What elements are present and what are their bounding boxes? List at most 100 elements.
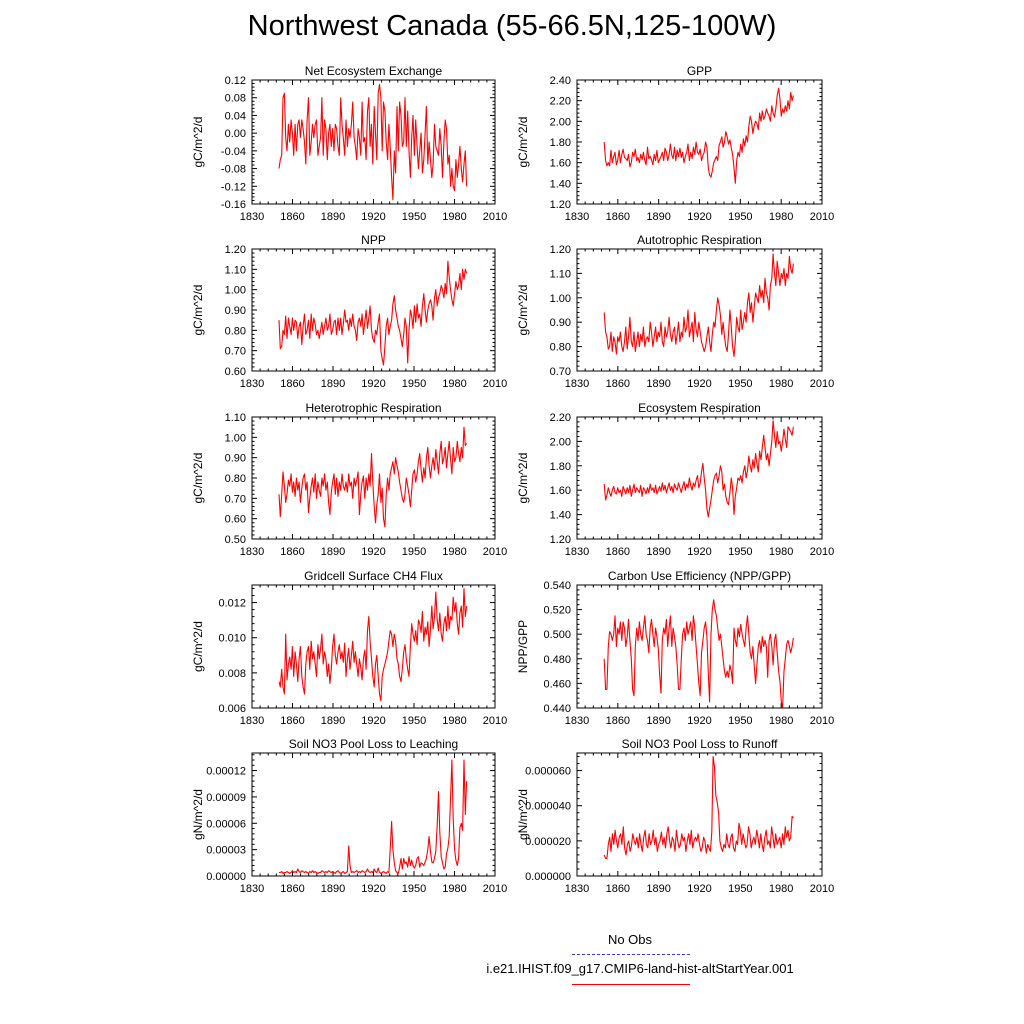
x-tick-label: 1950 — [728, 883, 752, 895]
y-tick-label: 1.00 — [225, 285, 246, 297]
y-tick-label: 0.000020 — [525, 836, 571, 848]
x-tick-label: 1830 — [565, 211, 589, 223]
panel-title: Net Ecosystem Exchange — [305, 64, 443, 78]
x-tick-label: 1890 — [646, 211, 670, 223]
series-line — [278, 83, 468, 201]
x-tick-label: 1920 — [687, 211, 711, 223]
x-tick-label: 1950 — [402, 211, 426, 223]
x-tick-label: 2010 — [483, 546, 507, 558]
x-tick-label: 1980 — [769, 715, 793, 727]
x-tick-label: 1890 — [646, 378, 670, 390]
y-tick-label: 1.10 — [550, 268, 571, 280]
series-line — [603, 253, 794, 357]
x-tick-label: 1920 — [687, 883, 711, 895]
x-tick-label: 1860 — [280, 715, 304, 727]
x-tick-label: 1920 — [361, 546, 385, 558]
y-tick-label: 0.00003 — [206, 845, 246, 857]
x-tick-label: 1950 — [728, 378, 752, 390]
x-tick-label: 1860 — [606, 715, 630, 727]
x-tick-label: 1890 — [321, 546, 345, 558]
y-tick-label: 0.500 — [543, 629, 571, 641]
y-tick-label: 0.80 — [225, 473, 246, 485]
legend-model-label: i.e21.IHIST.f09_g17.CMIP6-land-hist-altS… — [486, 961, 794, 976]
plot-frame — [251, 416, 496, 540]
y-tick-label: 1.00 — [550, 293, 571, 305]
y-tick-label: 0.80 — [225, 325, 246, 337]
y-tick-label: 0.04 — [225, 110, 246, 122]
y-tick-label: 0.08 — [225, 93, 246, 105]
y-tick-label: 1.60 — [550, 485, 571, 497]
y-tick-label: 0.520 — [543, 605, 571, 617]
y-tick-label: 1.20 — [550, 199, 571, 211]
y-tick-label: 1.20 — [225, 244, 246, 256]
y-tick-label: -0.08 — [221, 164, 246, 176]
page-title: Northwest Canada (55-66.5N,125-100W) — [247, 10, 777, 42]
x-tick-label: 1890 — [321, 715, 345, 727]
y-tick-label: 0.012 — [218, 598, 246, 610]
plot-frame — [251, 248, 496, 372]
y-tick-label: 1.10 — [225, 412, 246, 424]
series-line — [603, 87, 794, 184]
y-tick-label: 0.70 — [225, 493, 246, 505]
x-tick-label: 1950 — [728, 715, 752, 727]
y-tick-label: 1.00 — [225, 432, 246, 444]
y-tick-label: 1.40 — [550, 510, 571, 522]
y-tick-label: -0.04 — [221, 146, 246, 158]
y-tick-label: 2.20 — [550, 412, 571, 424]
y-tick-label: 0.60 — [225, 366, 246, 378]
legend-obs-label: No Obs — [607, 932, 653, 947]
x-tick-label: 1860 — [606, 378, 630, 390]
y-tick-label: 0.70 — [550, 366, 571, 378]
series-line — [279, 759, 468, 874]
x-tick-label: 1980 — [442, 211, 466, 223]
series-line — [603, 755, 794, 859]
y-tick-label: 0.70 — [225, 346, 246, 358]
y-tick-label: 1.10 — [225, 264, 246, 276]
x-tick-label: 1830 — [565, 546, 589, 558]
x-tick-label: 1920 — [361, 715, 385, 727]
plot-frame — [251, 584, 496, 709]
panel-title: GPP — [687, 64, 712, 78]
y-tick-label: 1.60 — [550, 158, 571, 170]
y-axis-label: gC/m^2/d — [191, 453, 205, 504]
y-axis-label: gN/m^2/d — [516, 789, 530, 840]
y-tick-label: 0.00 — [225, 128, 246, 140]
y-tick-label: 0.00000 — [206, 871, 246, 883]
x-tick-label: 1890 — [321, 211, 345, 223]
y-axis-label: gC/m^2/d — [516, 285, 530, 336]
series-line — [278, 587, 468, 702]
plot-frame — [576, 416, 823, 540]
x-tick-label: 2010 — [483, 883, 507, 895]
plot-frame — [576, 79, 823, 205]
x-tick-label: 1830 — [565, 378, 589, 390]
y-tick-label: 0.000060 — [525, 766, 571, 778]
x-tick-label: 1830 — [565, 883, 589, 895]
y-tick-label: 0.006 — [218, 703, 246, 715]
x-tick-label: 1980 — [442, 883, 466, 895]
y-tick-label: 0.008 — [218, 668, 246, 680]
panel-title: Soil NO3 Pool Loss to Runoff — [622, 737, 779, 751]
panel-title: Heterotrophic Respiration — [305, 401, 441, 415]
panel-title: Autotrophic Respiration — [637, 233, 762, 247]
y-tick-label: 0.440 — [543, 703, 571, 715]
x-tick-label: 1920 — [361, 378, 385, 390]
x-tick-label: 2010 — [483, 211, 507, 223]
x-tick-label: 1890 — [646, 883, 670, 895]
plot-frame — [251, 79, 496, 205]
y-axis-label: gN/m^2/d — [191, 789, 205, 840]
x-tick-label: 1980 — [769, 883, 793, 895]
x-tick-label: 1980 — [442, 546, 466, 558]
x-tick-label: 1860 — [280, 883, 304, 895]
x-tick-label: 1980 — [769, 211, 793, 223]
y-tick-label: 0.000000 — [525, 871, 571, 883]
y-tick-label: 0.12 — [225, 75, 246, 87]
legend-model-line — [572, 984, 690, 985]
y-tick-label: 0.90 — [225, 453, 246, 465]
x-tick-label: 1830 — [240, 211, 264, 223]
x-tick-label: 1830 — [240, 883, 264, 895]
x-tick-label: 2010 — [810, 883, 834, 895]
series-line — [278, 260, 468, 366]
x-tick-label: 1890 — [646, 715, 670, 727]
x-tick-label: 1860 — [280, 546, 304, 558]
x-tick-label: 1950 — [402, 883, 426, 895]
